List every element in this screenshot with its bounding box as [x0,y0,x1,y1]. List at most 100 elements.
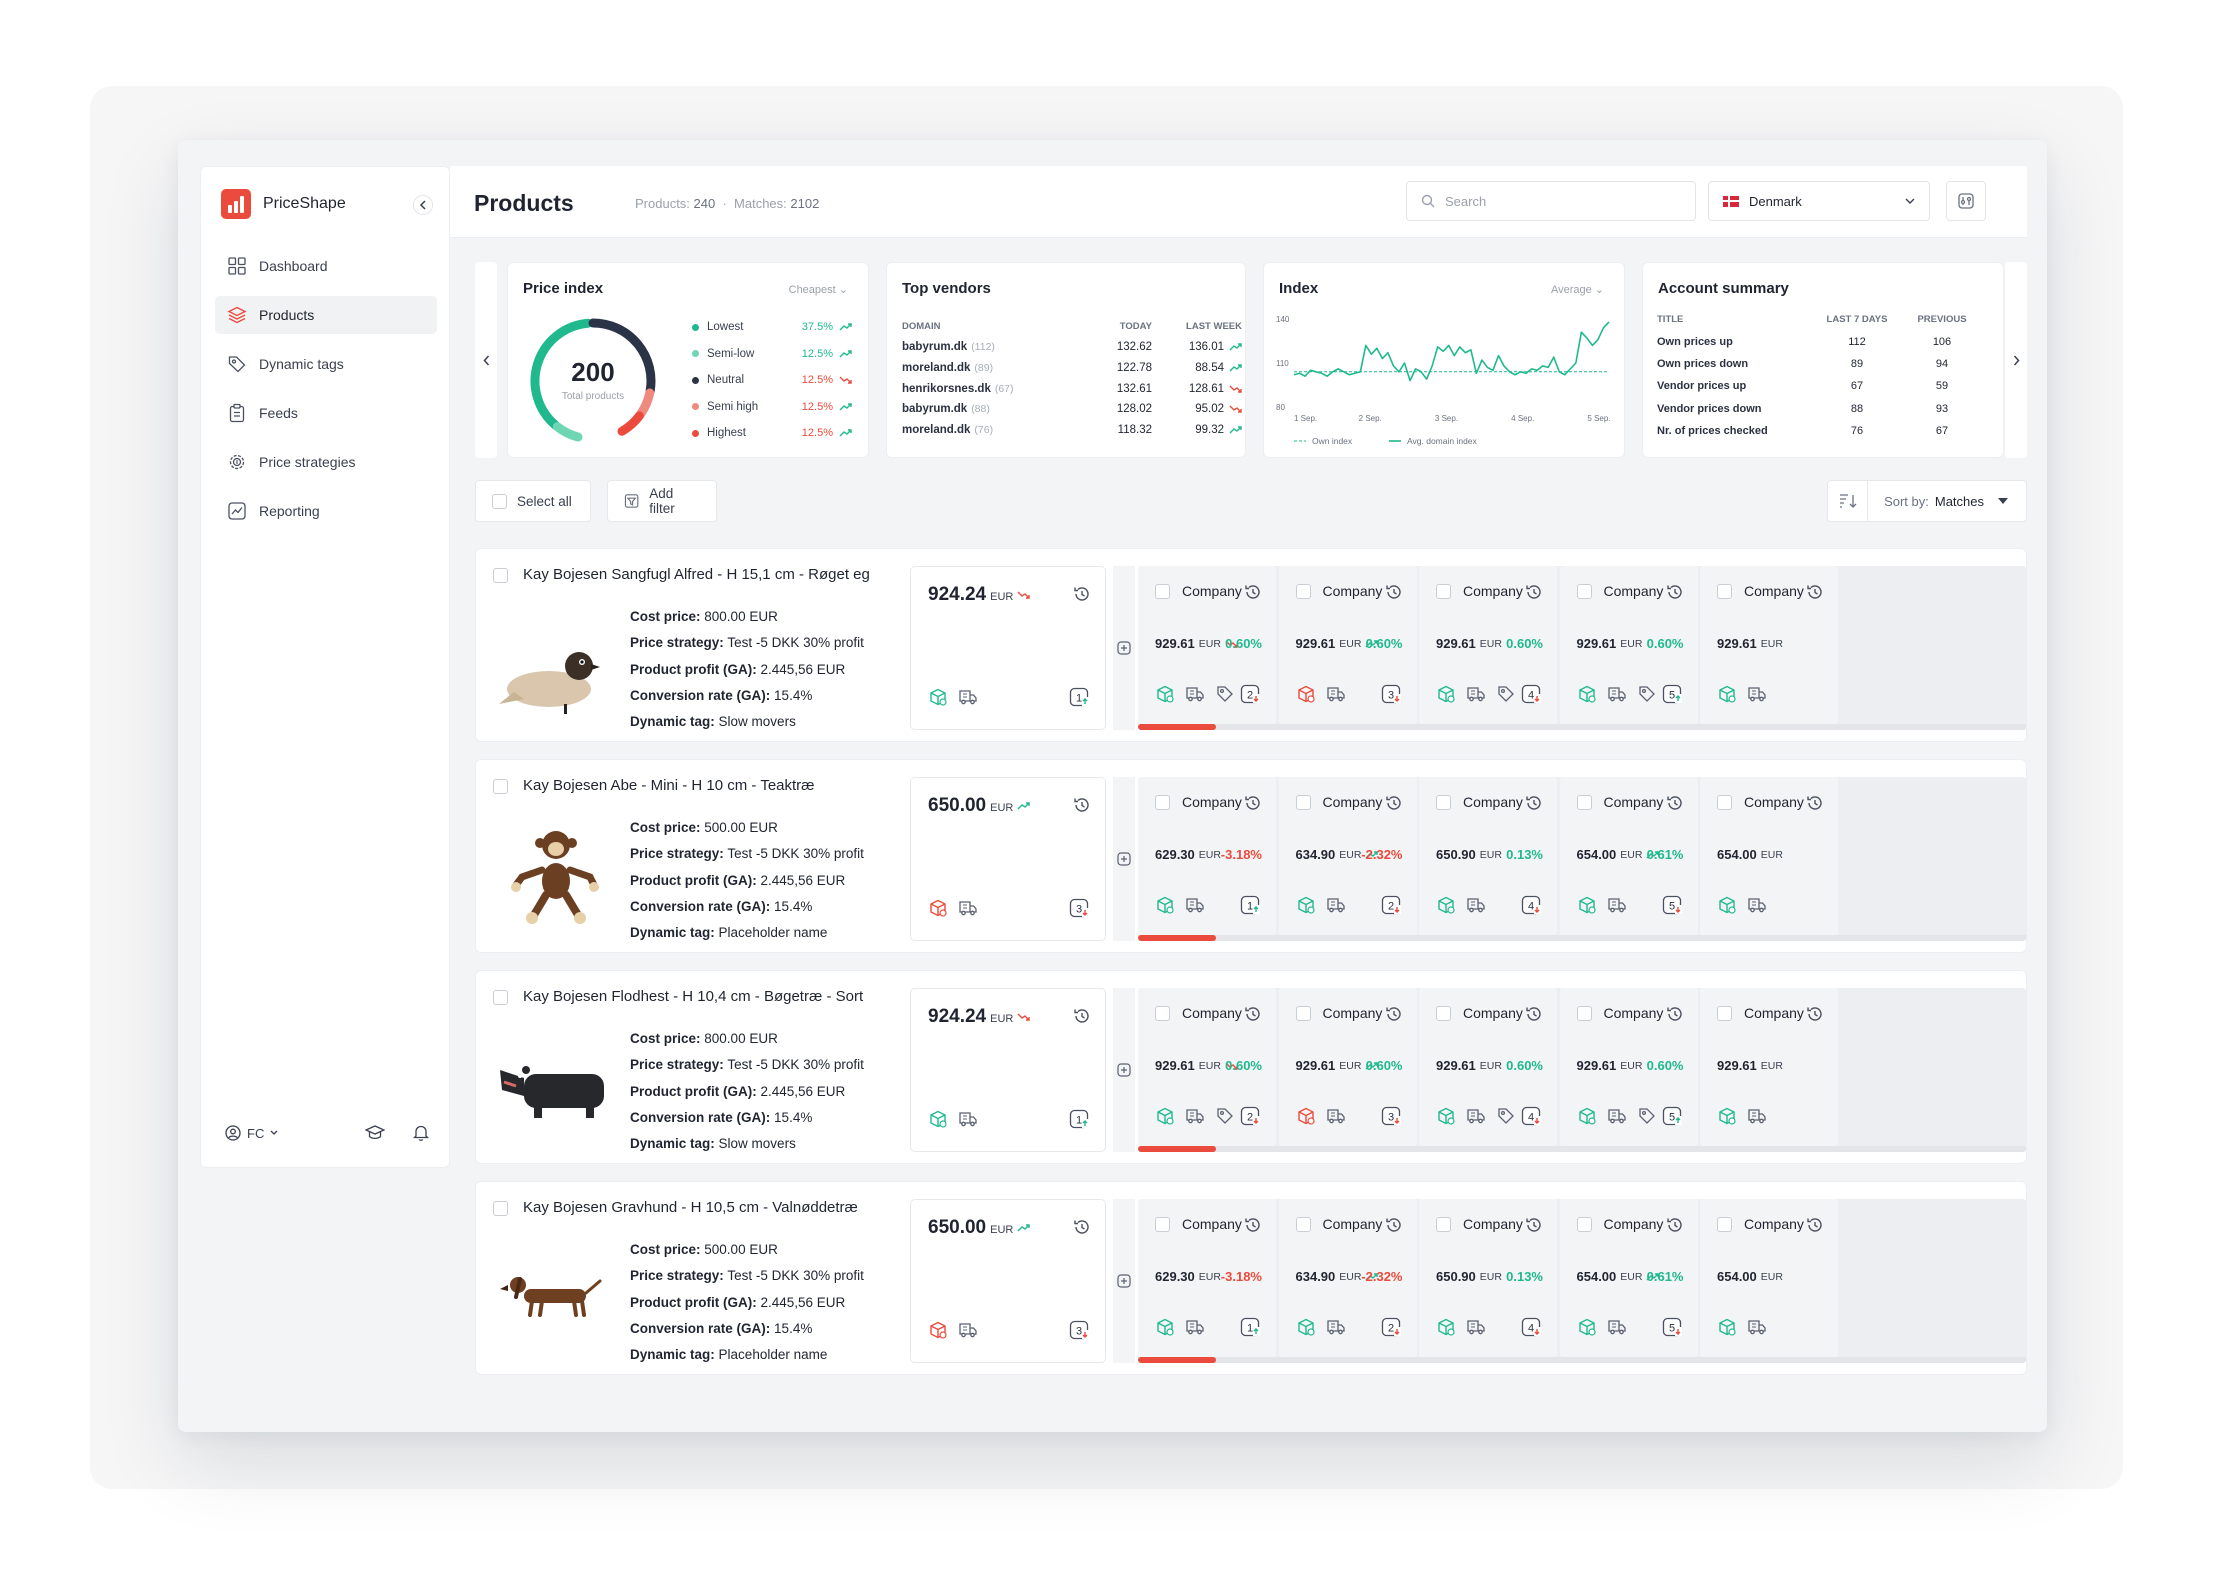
own-price-card[interactable]: 650.00 EUR 3 [910,1199,1106,1363]
sidebar-item-products[interactable]: Products [215,296,437,334]
price-history-icon[interactable] [1806,1216,1824,1234]
add-competitor-button[interactable] [1113,566,1135,730]
add-competitor-button[interactable] [1113,1199,1135,1363]
own-price-card[interactable]: 924.24 EUR 1 [910,566,1106,730]
table-row[interactable]: babyrum.dk (112) 132.62 136.01 [902,337,1242,358]
competitor-card[interactable]: Company 634.90 EUR -2.32% 2 [1278,777,1417,935]
price-index-selector[interactable]: Cheapest ⌄ [788,284,848,296]
competitor-checkbox[interactable] [1155,794,1170,810]
price-history-icon[interactable] [1073,1007,1091,1025]
competitor-scrollbar[interactable] [1138,724,2026,730]
price-history-icon[interactable] [1525,1005,1543,1023]
sidebar-item-price-strategies[interactable]: Price strategies [215,443,437,481]
competitor-scrollbar[interactable] [1138,935,2026,941]
competitor-checkbox[interactable] [1576,1005,1592,1021]
scrollbar-thumb[interactable] [1138,1357,1216,1363]
price-history-icon[interactable] [1525,794,1543,812]
table-row[interactable]: moreland.dk (89) 122.78 88.54 [902,358,1242,379]
product-checkbox[interactable] [493,779,508,794]
table-row[interactable]: moreland.dk (76) 118.32 99.32 [902,420,1242,441]
price-history-icon[interactable] [1073,1218,1091,1236]
competitor-card[interactable]: Company 629.30 EUR -3.18% 1 [1138,777,1276,935]
competitor-card[interactable]: Company 929.61 EUR 0.60% 2 [1138,566,1276,724]
price-history-icon[interactable] [1666,1216,1684,1234]
select-all-button[interactable]: Select all [475,480,591,522]
price-history-icon[interactable] [1806,1005,1824,1023]
competitor-card[interactable]: Company 929.61 EUR 0.60% 4 [1419,988,1557,1146]
product-name[interactable]: Kay Bojesen Flodhest - H 10,4 cm - Bøget… [523,988,864,1005]
price-history-icon[interactable] [1666,583,1684,601]
price-history-icon[interactable] [1073,585,1091,603]
bell-icon[interactable] [413,1124,429,1142]
scrollbar-thumb[interactable] [1138,1146,1216,1152]
add-filter-button[interactable]: Add filter [607,480,717,522]
select-all-checkbox[interactable] [492,493,507,509]
competitor-card[interactable]: Company 650.90 EUR 0.13% 4 [1419,777,1557,935]
competitor-checkbox[interactable] [1295,1216,1311,1232]
price-history-icon[interactable] [1666,1005,1684,1023]
sidebar-item-dynamic-tags[interactable]: Dynamic tags [215,345,437,383]
competitor-card[interactable]: Company 654.00 EUR [1700,1199,1838,1357]
competitor-checkbox[interactable] [1717,1005,1732,1021]
price-history-icon[interactable] [1385,583,1403,601]
widgets-scroll-right-button[interactable] [2005,262,2027,458]
table-row[interactable]: henrikorsnes.dk (67) 132.61 128.61 [902,378,1242,399]
user-menu[interactable]: FC [225,1125,278,1141]
competitor-card[interactable]: Company 929.61 EUR [1700,988,1838,1146]
competitor-card[interactable]: Company 929.61 EUR 0.60% 3 [1278,566,1417,724]
product-name[interactable]: Kay Bojesen Abe - Mini - H 10 cm - Teakt… [523,777,815,794]
competitor-card[interactable]: Company 929.61 EUR 0.60% 2 [1138,988,1276,1146]
price-history-icon[interactable] [1073,796,1091,814]
own-price-card[interactable]: 924.24 EUR 1 [910,988,1106,1152]
competitor-card[interactable]: Company 929.61 EUR [1700,566,1838,724]
competitor-checkbox[interactable] [1576,794,1592,810]
competitor-card[interactable]: Company 929.61 EUR 0.60% 3 [1278,988,1417,1146]
add-competitor-button[interactable] [1113,777,1135,941]
price-history-icon[interactable] [1666,794,1684,812]
sort-control[interactable]: Sort by: Matches [1827,480,2027,522]
competitor-checkbox[interactable] [1717,794,1732,810]
settings-button[interactable] [1946,181,1986,221]
price-history-icon[interactable] [1244,794,1262,812]
competitor-checkbox[interactable] [1436,794,1451,810]
sidebar-item-reporting[interactable]: Reporting [215,492,437,530]
competitor-card[interactable]: Company 650.90 EUR 0.13% 4 [1419,1199,1557,1357]
competitor-card[interactable]: Company 634.90 EUR -2.32% 2 [1278,1199,1417,1357]
collapse-sidebar-button[interactable] [413,195,433,215]
competitor-card[interactable]: Company 929.61 EUR 0.60% 5 [1559,988,1698,1146]
table-row[interactable]: babyrum.dk (88) 128.02 95.02 [902,399,1242,420]
price-history-icon[interactable] [1244,583,1262,601]
scrollbar-thumb[interactable] [1138,935,1216,941]
competitor-checkbox[interactable] [1436,1216,1451,1232]
competitor-checkbox[interactable] [1295,1005,1311,1021]
add-competitor-button[interactable] [1113,988,1135,1152]
competitor-card[interactable]: Company 629.30 EUR -3.18% 1 [1138,1199,1276,1357]
country-select[interactable]: Denmark [1708,181,1930,221]
competitor-card[interactable]: Company 654.00 EUR 0.61% 5 [1559,777,1698,935]
competitor-card[interactable]: Company 654.00 EUR 0.61% 5 [1559,1199,1698,1357]
product-name[interactable]: Kay Bojesen Sangfugl Alfred - H 15,1 cm … [523,566,870,583]
price-history-icon[interactable] [1385,1005,1403,1023]
competitor-checkbox[interactable] [1576,583,1592,599]
competitor-checkbox[interactable] [1717,1216,1732,1232]
competitor-card[interactable]: Company 929.61 EUR 0.60% 4 [1419,566,1557,724]
competitor-checkbox[interactable] [1155,583,1170,599]
sidebar-item-dashboard[interactable]: Dashboard [215,247,437,285]
competitor-scrollbar[interactable] [1138,1146,2026,1152]
price-history-icon[interactable] [1525,583,1543,601]
competitor-checkbox[interactable] [1717,583,1732,599]
scrollbar-thumb[interactable] [1138,724,1216,730]
product-checkbox[interactable] [493,990,508,1005]
price-history-icon[interactable] [1525,1216,1543,1234]
price-history-icon[interactable] [1806,583,1824,601]
sort-select[interactable]: Sort by: Matches [1868,494,2026,509]
sort-direction-button[interactable] [1828,481,1869,521]
brand[interactable]: PriceShape [221,189,346,219]
competitor-checkbox[interactable] [1576,1216,1592,1232]
product-checkbox[interactable] [493,568,508,583]
graduation-cap-icon[interactable] [365,1124,385,1142]
price-history-icon[interactable] [1244,1216,1262,1234]
price-history-icon[interactable] [1385,794,1403,812]
competitor-card[interactable]: Company 654.00 EUR [1700,777,1838,935]
product-checkbox[interactable] [493,1201,508,1216]
